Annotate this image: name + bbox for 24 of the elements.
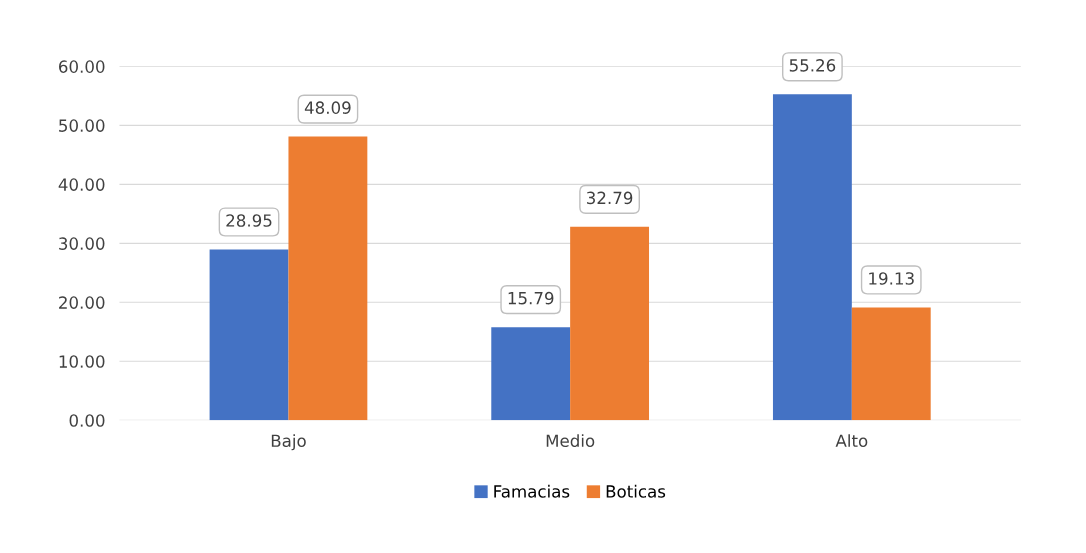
legend-label: Boticas <box>606 484 666 498</box>
bar <box>772 94 852 421</box>
y-tick-label: 30.00 <box>59 237 105 250</box>
data-label: 55.26 <box>789 59 836 72</box>
x-tick-label: Alto <box>835 434 868 448</box>
x-tick-label: Medio <box>546 434 595 448</box>
bar <box>288 136 368 421</box>
y-tick-label: 50.00 <box>59 119 105 132</box>
y-tick-label: 40.00 <box>58 178 105 191</box>
y-tick-label: 60.00 <box>59 60 105 73</box>
y-tick-label: 0.00 <box>69 414 105 427</box>
data-label: 15.79 <box>508 291 554 305</box>
data-label: 48.09 <box>304 101 351 114</box>
data-label: 32.79 <box>587 191 633 205</box>
y-tick-label: 10.00 <box>59 355 105 368</box>
bar <box>491 327 571 421</box>
data-label: 19.13 <box>869 272 914 285</box>
bar <box>209 249 289 421</box>
bar <box>851 307 931 421</box>
y-tick-label: 20.00 <box>59 296 105 309</box>
bar <box>570 226 650 421</box>
x-tick-label: Bajo <box>271 434 306 451</box>
data-label: 28.95 <box>226 214 272 227</box>
legend-label: Famacias <box>494 484 570 498</box>
